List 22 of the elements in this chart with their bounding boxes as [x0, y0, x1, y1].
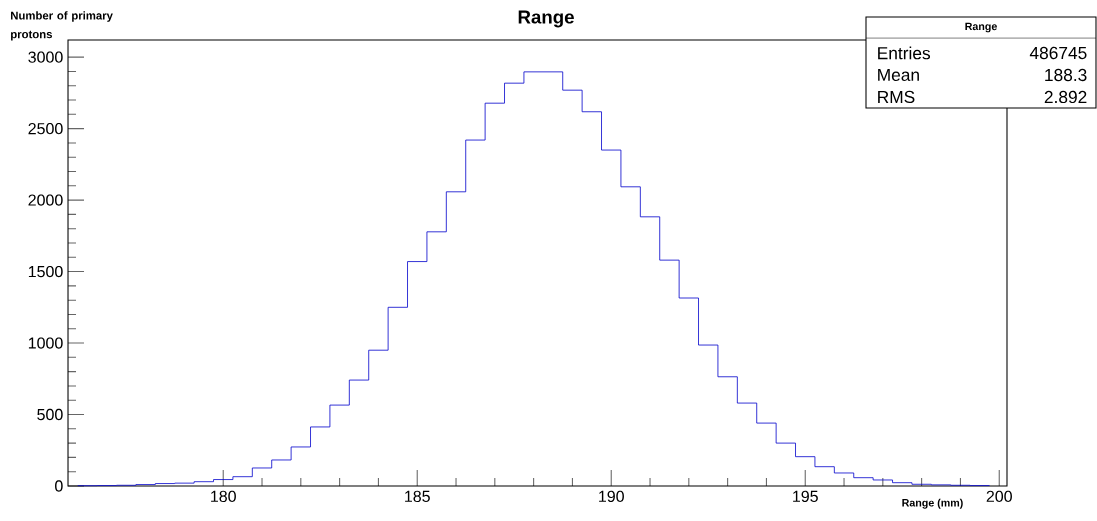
- y-tick-label: 2000: [28, 194, 63, 206]
- annotation: Mean: [878, 68, 919, 82]
- annotation: RMS: [878, 90, 915, 104]
- x-tick-label: 185: [405, 490, 430, 503]
- text: 188.3: [1045, 68, 1087, 82]
- y-axis-title: Number of primary protons: [11, 11, 113, 41]
- x-tick-label: 195: [793, 490, 818, 503]
- y-tick-label: 2500: [28, 122, 63, 135]
- text: 2.892: [1044, 90, 1087, 104]
- x-tick-label: 200: [986, 490, 1012, 503]
- chart-title: Range: [518, 10, 574, 28]
- x-tick-label: 190: [599, 490, 624, 503]
- x-axis-title: Range (mm): [902, 498, 963, 509]
- x-tick-label: 180: [211, 490, 236, 503]
- annotation: Entries: [878, 46, 931, 60]
- y-tick-label: 3000: [28, 51, 63, 63]
- text: Range: [965, 22, 997, 33]
- y-tick-label: 1500: [28, 265, 63, 278]
- y-tick-label: 1000: [28, 337, 63, 349]
- y-tick-label: 500: [37, 408, 63, 421]
- text: 486745: [1029, 46, 1087, 60]
- y-tick-label: 0: [55, 480, 63, 492]
